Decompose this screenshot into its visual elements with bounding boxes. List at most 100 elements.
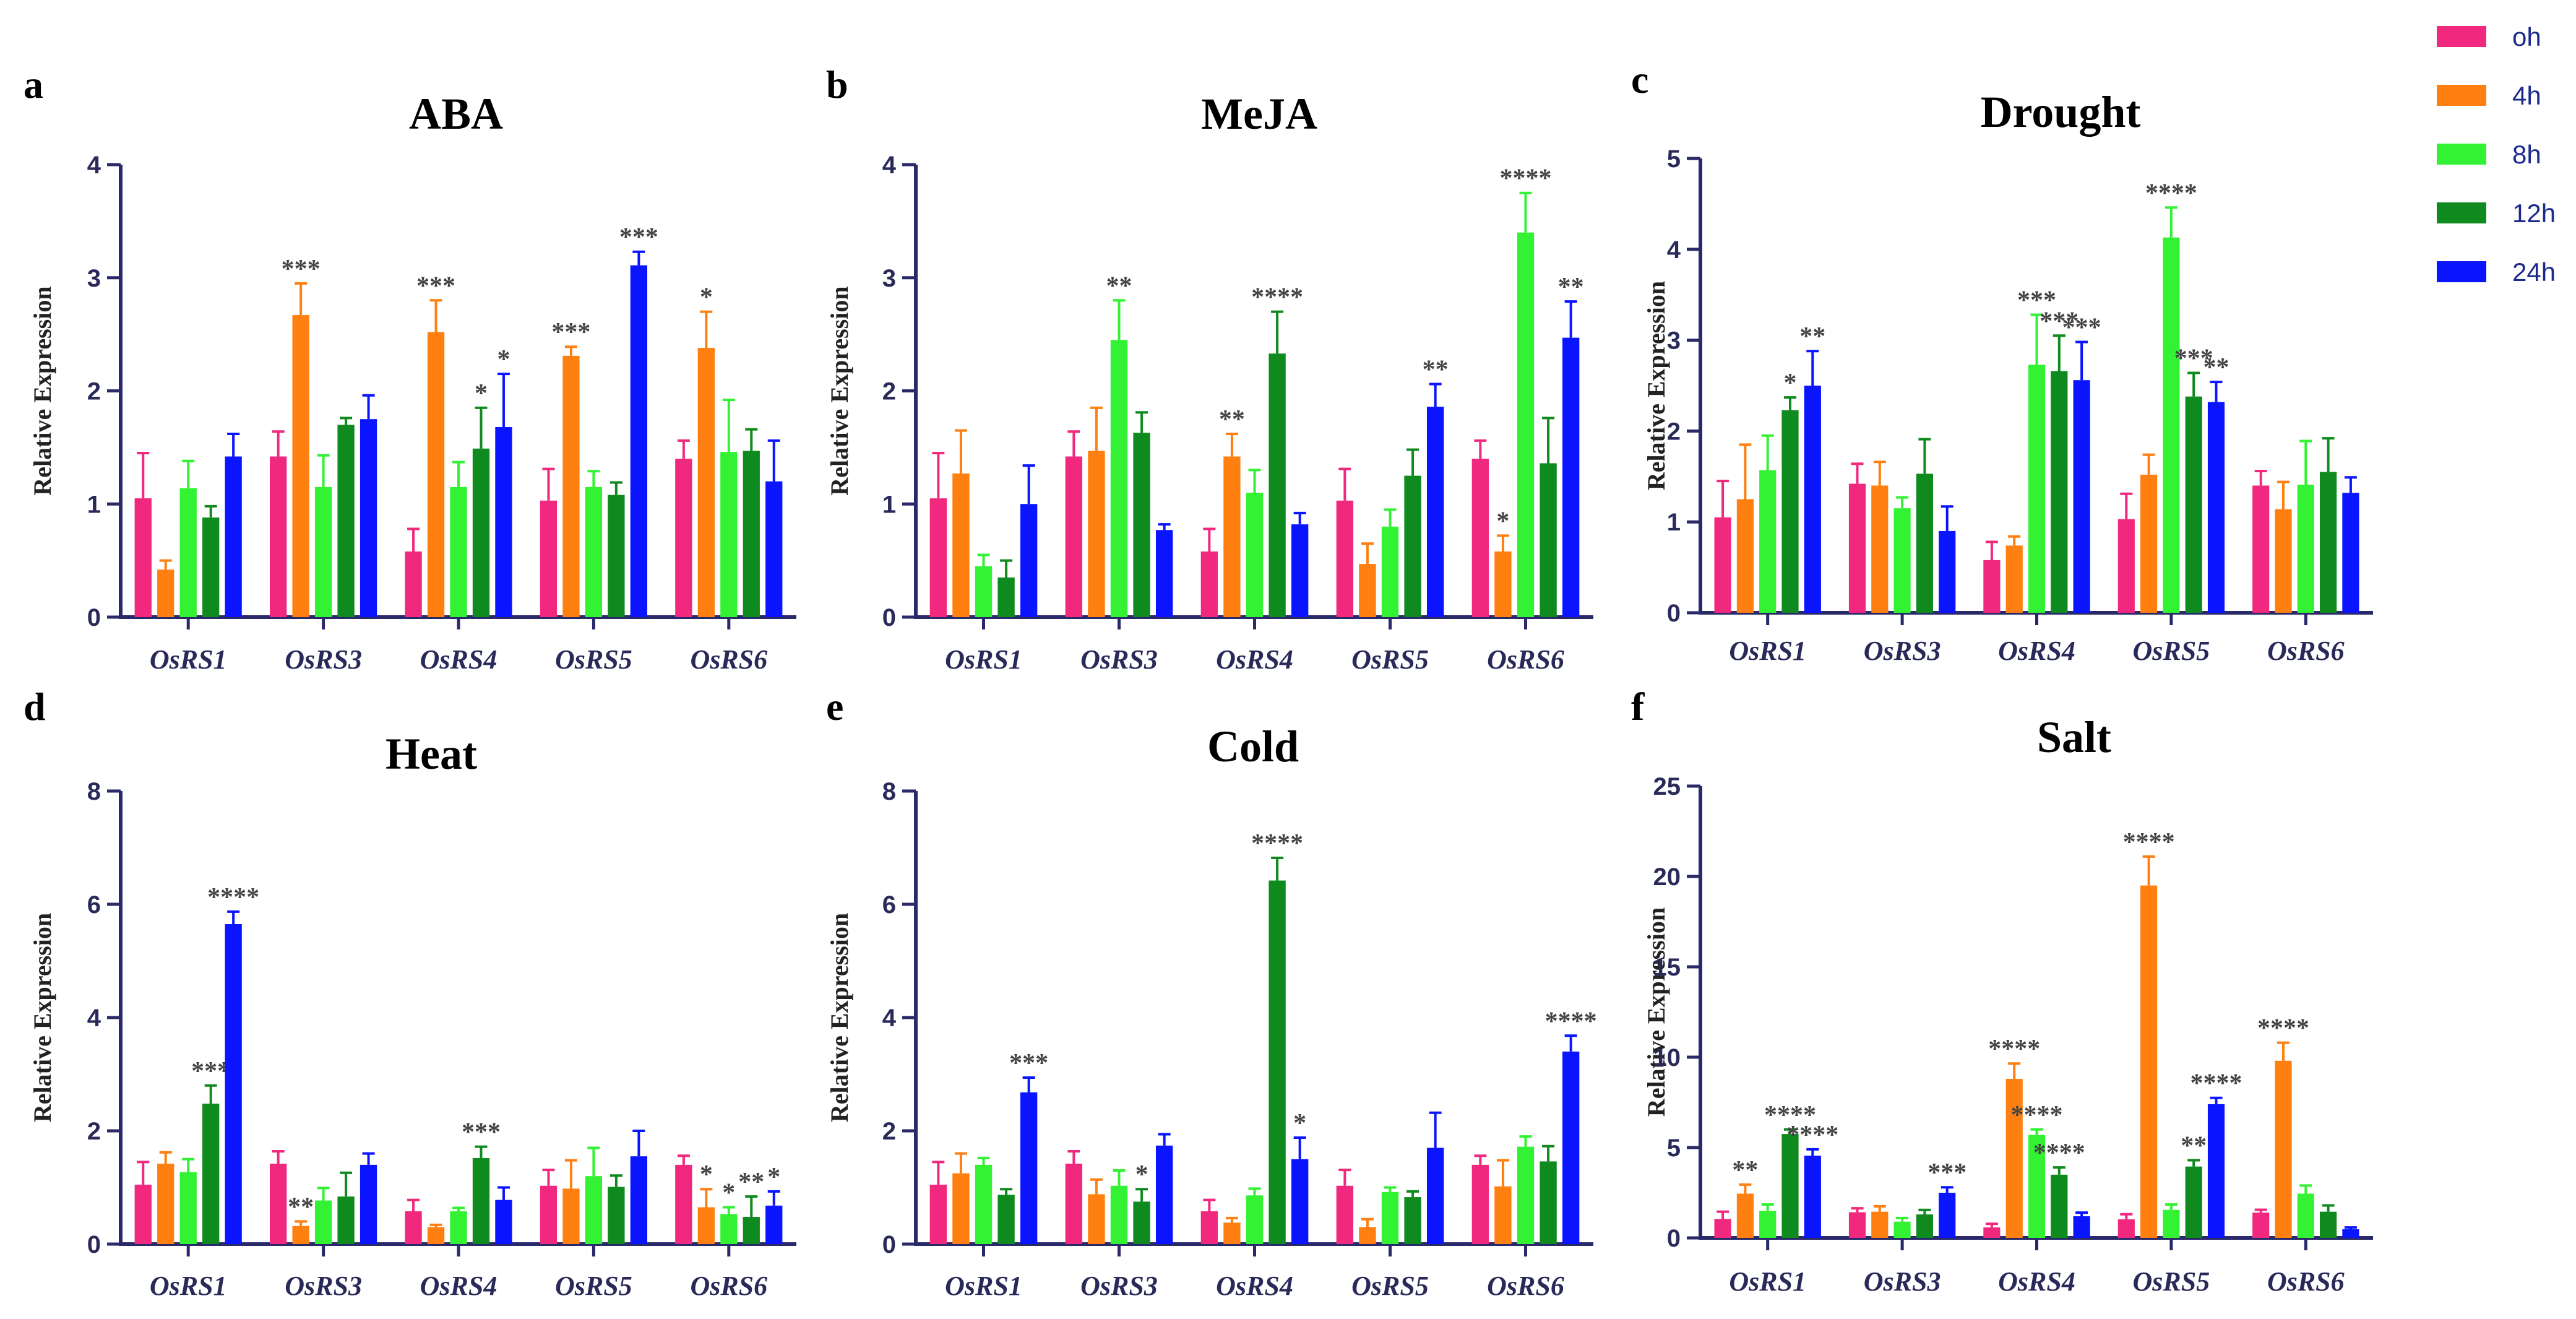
bar-12h-OsRS6	[743, 1217, 760, 1244]
bar-4h-OsRS5	[562, 1188, 580, 1244]
bar-oh-OsRS1	[134, 1184, 152, 1244]
x-tick-label: OsRS6	[690, 1271, 767, 1301]
bar-oh-OsRS5	[2117, 519, 2135, 613]
x-tick-label: OsRS4	[1216, 644, 1293, 675]
y-axis-label: Relative Expression	[1642, 281, 1670, 490]
bar-oh-OsRS6	[1471, 1164, 1489, 1244]
chart-panel-f: f Salt Relative Expression 0 5 10 15 20 25 OsRS1 *…	[1631, 685, 2373, 1297]
bar-oh-OsRS5	[540, 1185, 558, 1244]
bar-24h-OsRS4	[495, 426, 512, 617]
legend-label-24h: 24h	[2512, 257, 2556, 287]
bar-oh-OsRS1	[1714, 517, 1731, 613]
bar-24h-OsRS1	[225, 924, 242, 1244]
bar-24h-OsRS6	[2342, 493, 2359, 613]
legend: oh 4h 8h 12h 24h	[2437, 22, 2556, 287]
bar-24h-OsRS1	[1804, 1156, 1821, 1238]
x-tick-label: OsRS3	[285, 644, 362, 675]
significance-label: ****	[2033, 1139, 2085, 1167]
significance-label: ****	[207, 883, 259, 912]
significance-label: ****	[2190, 1070, 2242, 1098]
bar-12h-OsRS3	[1133, 433, 1150, 617]
bar-8h-OsRS6	[2297, 485, 2314, 613]
bar-24h-OsRS1	[1020, 1092, 1038, 1244]
x-tick-label: OsRS3	[285, 1271, 362, 1301]
bar-4h-OsRS5	[562, 355, 580, 617]
bar-4h-OsRS4	[427, 1227, 445, 1244]
x-tick-label: OsRS1	[150, 1271, 227, 1301]
bar-4h-OsRS1	[952, 473, 970, 617]
bar-24h-OsRS4	[495, 1200, 512, 1244]
bar-24h-OsRS6	[765, 1205, 783, 1244]
panel-letter: f	[1631, 685, 1645, 729]
bar-oh-OsRS3	[1065, 456, 1083, 617]
bar-8h-OsRS3	[1893, 1221, 1911, 1238]
y-tick-label: 1	[1667, 509, 1681, 536]
bar-8h-OsRS4	[2028, 365, 2046, 613]
bar-24h-OsRS6	[765, 481, 783, 617]
bar-8h-OsRS1	[975, 1164, 993, 1244]
bar-oh-OsRS5	[2117, 1219, 2135, 1238]
bar-8h-OsRS6	[720, 452, 738, 617]
y-tick-label: 3	[87, 265, 101, 292]
y-tick-label: 8	[882, 778, 896, 805]
significance-label: *	[1135, 1161, 1148, 1189]
bar-4h-OsRS1	[157, 569, 174, 617]
significance-label: ***	[619, 223, 658, 252]
significance-label: ****	[1500, 165, 1552, 193]
significance-label: ****	[1251, 283, 1303, 312]
bar-4h-OsRS5	[2140, 885, 2158, 1238]
x-tick-label: OsRS1	[945, 644, 1022, 675]
significance-label: ****	[1251, 829, 1303, 858]
bar-24h-OsRS3	[1155, 1145, 1173, 1244]
y-axis-label: Relative Expression	[28, 913, 56, 1122]
significance-label: ***	[2040, 307, 2078, 335]
significance-label: *	[475, 379, 488, 408]
bar-12h-OsRS6	[2320, 1211, 2337, 1238]
y-tick-label: 4	[882, 1005, 897, 1032]
significance-label: ***	[2174, 344, 2213, 373]
bar-24h-OsRS5	[1426, 1148, 1444, 1244]
bar-8h-OsRS3	[1110, 340, 1128, 617]
significance-label: ***	[191, 1057, 230, 1086]
bar-4h-OsRS5	[1359, 1227, 1376, 1244]
y-tick-label: 4	[1667, 236, 1681, 264]
bar-12h-OsRS1	[997, 577, 1015, 617]
bar-24h-OsRS3	[1155, 530, 1173, 617]
y-tick-label: 6	[87, 891, 101, 919]
bar-24h-OsRS1	[1804, 386, 1821, 613]
chart-panel-e: e Cold Relative Expression 0 2 4 6 8 OsRS1 *** OsR…	[825, 685, 1597, 1301]
significance-label: ***	[551, 318, 590, 347]
y-axis-label: Relative Expression	[825, 913, 853, 1122]
bar-24h-OsRS3	[360, 1164, 377, 1244]
bar-4h-OsRS3	[1871, 485, 1889, 613]
bar-oh-OsRS4	[405, 551, 422, 617]
bar-oh-OsRS3	[1848, 1212, 1866, 1238]
bar-4h-OsRS1	[157, 1164, 174, 1244]
bar-24h-OsRS6	[2342, 1229, 2359, 1238]
y-tick-label: 0	[882, 604, 896, 631]
bar-24h-OsRS4	[2073, 1216, 2090, 1238]
y-tick-label: 25	[1653, 773, 1681, 800]
bar-oh-OsRS1	[134, 498, 152, 617]
bar-8h-OsRS5	[1381, 1191, 1399, 1244]
bar-24h-OsRS5	[2207, 1104, 2225, 1238]
bar-12h-OsRS3	[1133, 1201, 1150, 1244]
bar-8h-OsRS1	[1759, 470, 1777, 613]
bar-8h-OsRS4	[1246, 492, 1264, 617]
bar-8h-OsRS4	[450, 487, 467, 617]
significance-label: **	[1732, 1156, 1758, 1185]
x-tick-label: OsRS5	[555, 644, 632, 675]
bar-8h-OsRS1	[179, 488, 197, 617]
bar-oh-OsRS6	[2252, 485, 2270, 613]
bar-12h-OsRS4	[1269, 353, 1286, 617]
bar-24h-OsRS4	[1291, 524, 1309, 617]
bar-24h-OsRS3	[1939, 1193, 1956, 1238]
significance-label: **	[288, 1193, 314, 1221]
significance-label: *	[1496, 507, 1509, 535]
significance-label: ****	[1988, 1035, 2040, 1063]
x-tick-label: OsRS5	[1351, 1271, 1429, 1301]
bar-12h-OsRS3	[1916, 474, 1933, 613]
x-tick-label: OsRS1	[945, 1271, 1022, 1301]
